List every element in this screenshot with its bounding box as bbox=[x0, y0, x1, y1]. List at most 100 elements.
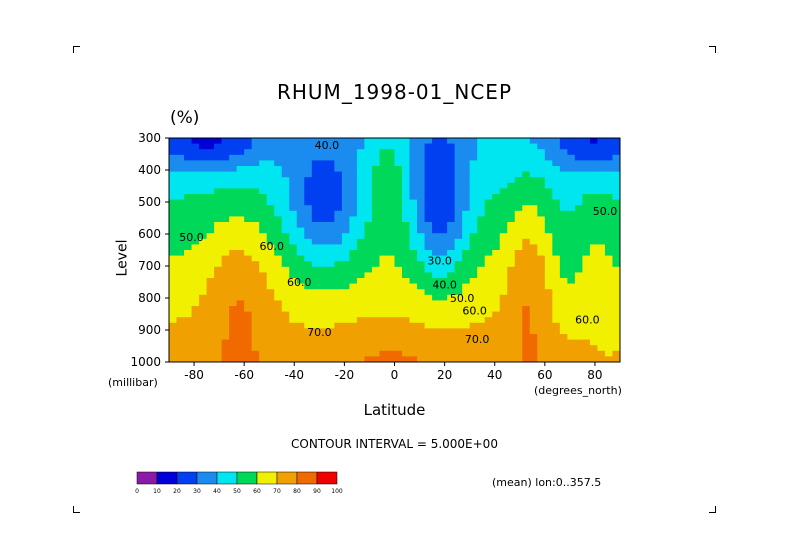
contour-cell bbox=[386, 210, 396, 217]
contour-cell bbox=[559, 356, 568, 362]
contour-cell bbox=[417, 166, 426, 173]
colorbar-swatch bbox=[176, 471, 198, 485]
contour-cell bbox=[199, 306, 208, 313]
contour-cell bbox=[582, 166, 591, 173]
contour-cell bbox=[304, 266, 313, 273]
contour-cell bbox=[191, 205, 200, 212]
contour-cell bbox=[507, 171, 516, 178]
contour-cell bbox=[484, 311, 493, 318]
contour-cell bbox=[499, 238, 508, 245]
contour-cell bbox=[274, 283, 283, 290]
contour-cell bbox=[371, 328, 381, 335]
contour-cell bbox=[244, 227, 253, 234]
contour-cell bbox=[424, 210, 433, 217]
contour-cell bbox=[326, 149, 335, 156]
contour-cell bbox=[582, 233, 591, 240]
contour-cell bbox=[582, 328, 591, 335]
contour-cell bbox=[424, 328, 433, 335]
contour-cell bbox=[604, 250, 614, 257]
contour-cell bbox=[319, 233, 328, 240]
contour-cell bbox=[522, 149, 531, 156]
contour-cell bbox=[281, 250, 290, 257]
contour-cell bbox=[477, 328, 486, 335]
contour-cell bbox=[499, 283, 508, 290]
contour-cell bbox=[191, 166, 200, 173]
contour-cell bbox=[499, 261, 508, 268]
contour-cell bbox=[334, 166, 343, 173]
contour-cell bbox=[559, 188, 568, 195]
contour-cell bbox=[289, 250, 298, 257]
contour-cell bbox=[529, 255, 538, 262]
contour-cell bbox=[191, 238, 200, 245]
contour-cell bbox=[386, 205, 396, 212]
contour-cell bbox=[206, 306, 215, 313]
contour-cell bbox=[206, 322, 215, 329]
contour-cell bbox=[507, 294, 516, 301]
contour-cell bbox=[589, 255, 599, 262]
contour-cell bbox=[484, 210, 493, 217]
contour-cell bbox=[214, 194, 223, 201]
contour-cell bbox=[447, 244, 456, 251]
contour-interval-note: CONTOUR INTERVAL = 5.000E+00 bbox=[291, 437, 498, 451]
contour-cell bbox=[514, 255, 523, 262]
contour-cell bbox=[477, 356, 486, 362]
contour-cell bbox=[499, 227, 508, 234]
contour-cell bbox=[409, 143, 418, 150]
contour-cell bbox=[514, 238, 523, 245]
contour-cell bbox=[394, 166, 403, 173]
contour-cell bbox=[281, 154, 290, 161]
contour-cell bbox=[424, 294, 433, 301]
contour-cell bbox=[529, 188, 538, 195]
contour-cell bbox=[169, 160, 178, 167]
contour-cell bbox=[589, 210, 599, 217]
contour-cell bbox=[409, 317, 418, 324]
contour-cell bbox=[386, 143, 396, 150]
contour-cell bbox=[176, 283, 185, 290]
contour-cell bbox=[402, 138, 411, 145]
contour-cell bbox=[191, 294, 200, 301]
contour-cell bbox=[484, 255, 493, 262]
contour-cell bbox=[589, 272, 599, 279]
contour-cell bbox=[274, 356, 283, 362]
contour-cell bbox=[259, 345, 268, 352]
colorbar-swatch bbox=[196, 471, 218, 485]
contour-cell bbox=[424, 306, 433, 313]
contour-cell bbox=[236, 322, 245, 329]
contour-cell bbox=[304, 182, 313, 189]
contour-cell bbox=[281, 306, 290, 313]
contour-cell bbox=[567, 199, 576, 206]
contour-cell bbox=[296, 160, 305, 167]
contour-cell bbox=[492, 350, 501, 357]
contour-cell bbox=[454, 266, 463, 273]
contour-cell bbox=[477, 227, 486, 234]
contour-cell bbox=[439, 166, 448, 173]
contour-cell bbox=[341, 255, 350, 262]
contour-cell bbox=[597, 350, 606, 357]
contour-cell bbox=[349, 149, 358, 156]
contour-cell bbox=[544, 250, 553, 257]
contour-cell bbox=[341, 171, 350, 178]
contour-cell bbox=[214, 261, 223, 268]
contour-cell bbox=[454, 143, 463, 150]
contour-cell bbox=[462, 261, 471, 268]
contour-cell bbox=[341, 334, 350, 341]
contour-cell bbox=[604, 222, 614, 229]
contour-cell bbox=[424, 322, 433, 329]
contour-cell bbox=[281, 188, 290, 195]
contour-cell bbox=[349, 356, 358, 362]
contour-cell bbox=[499, 177, 508, 184]
contour-cell bbox=[469, 350, 478, 357]
contour-cell bbox=[439, 205, 448, 212]
contour-cell bbox=[469, 194, 478, 201]
contour-cell bbox=[394, 328, 403, 335]
contour-cell bbox=[274, 194, 283, 201]
contour-cell bbox=[304, 216, 313, 223]
contour-cell bbox=[341, 339, 350, 346]
contour-cell bbox=[334, 160, 343, 167]
contour-cell bbox=[567, 350, 576, 357]
contour-cell bbox=[567, 266, 576, 273]
contour-cell bbox=[462, 289, 471, 296]
contour-cell bbox=[169, 138, 178, 145]
contour-cell bbox=[349, 255, 358, 262]
contour-cell bbox=[266, 205, 275, 212]
